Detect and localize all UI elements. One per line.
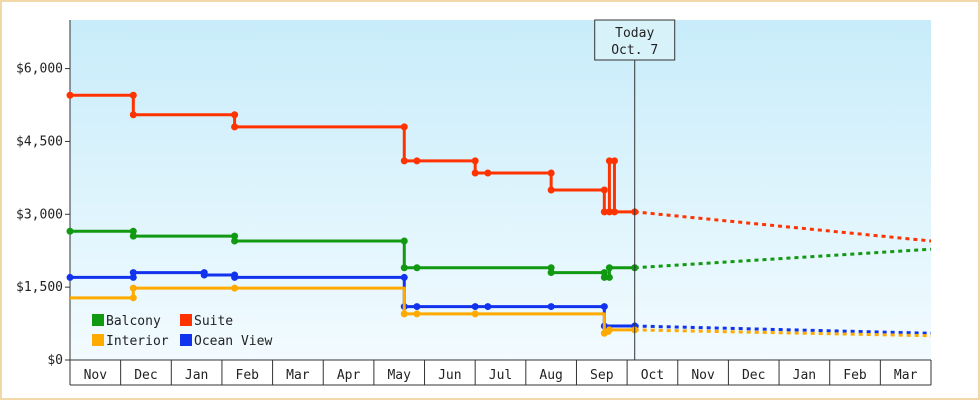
- x-tick-label: Feb: [236, 368, 260, 383]
- x-tick-label: Jan: [185, 368, 208, 383]
- today-label: Today: [615, 26, 654, 41]
- x-tick-label: Jun: [438, 368, 461, 383]
- data-point-suite: [605, 157, 613, 165]
- data-point-balcony: [129, 232, 137, 240]
- x-tick-label: Dec: [134, 368, 157, 383]
- series-forecast-interior: [634, 328, 932, 338]
- series-layer: [66, 91, 932, 338]
- data-point-suite: [471, 169, 479, 177]
- today-box: [594, 19, 676, 61]
- legend-swatch-balcony: [92, 314, 104, 326]
- data-point-balcony: [547, 269, 555, 277]
- data-point-interior: [605, 326, 613, 334]
- data-point-suite: [600, 208, 608, 216]
- series-balcony: [66, 227, 932, 281]
- data-point-interior: [400, 310, 408, 318]
- data-point-ocean-view: [471, 303, 479, 311]
- x-tick-label: Dec: [742, 368, 765, 383]
- data-point-interior: [600, 329, 608, 337]
- data-point-balcony: [129, 227, 137, 235]
- y-tick-label: $1,500: [16, 280, 63, 295]
- legend-label-ocean-view: Ocean View: [194, 334, 272, 349]
- data-point-balcony: [605, 273, 613, 281]
- data-point-suite: [231, 111, 239, 119]
- data-point-interior: [471, 310, 479, 318]
- data-point-suite: [484, 169, 492, 177]
- x-tick-label: Sep: [590, 368, 614, 383]
- x-tick-label: Jul: [489, 368, 512, 383]
- data-point-balcony: [66, 227, 74, 235]
- x-tick-label: Feb: [843, 368, 867, 383]
- data-point-interior: [413, 310, 421, 318]
- data-point-balcony: [231, 232, 239, 240]
- data-point-ocean-view: [484, 303, 492, 311]
- data-point-balcony: [600, 269, 608, 277]
- x-tick-label: Mar: [286, 368, 310, 383]
- data-point-suite: [129, 111, 137, 119]
- data-point-ocean-view: [413, 303, 421, 311]
- today-marker: Today Oct. 7: [594, 19, 676, 360]
- series-forecast-balcony: [634, 247, 932, 270]
- data-point-suite: [413, 157, 421, 165]
- data-point-balcony: [600, 273, 608, 281]
- y-axis: $0 $1,500 $3,000 $4,500 $6,000: [16, 20, 71, 368]
- data-point-suite: [547, 186, 555, 194]
- data-point-interior: [129, 294, 137, 302]
- x-tick-label: Nov: [691, 368, 715, 383]
- y-tick-label: $4,500: [16, 134, 63, 149]
- data-point-suite: [610, 208, 618, 216]
- plot-area: [70, 20, 931, 360]
- data-point-balcony: [413, 264, 421, 272]
- data-point-ocean-view: [231, 273, 239, 281]
- data-point-suite: [471, 157, 479, 165]
- data-point-interior: [129, 284, 137, 292]
- data-point-suite: [66, 91, 74, 99]
- data-point-suite: [610, 157, 618, 165]
- data-point-ocean-view: [547, 303, 555, 311]
- data-point-balcony: [231, 237, 239, 245]
- data-point-ocean-view: [400, 273, 408, 281]
- data-point-ocean-view: [129, 269, 137, 277]
- data-point-interior: [231, 284, 239, 292]
- today-date: Oct. 7: [611, 43, 658, 58]
- legend-label-suite: Suite: [194, 314, 233, 329]
- y-tick-label: $0: [47, 353, 63, 368]
- series-interior: [70, 284, 932, 338]
- x-tick-label: Jan: [793, 368, 816, 383]
- legend-swatch-ocean-view: [180, 334, 192, 346]
- data-point-suite: [231, 123, 239, 131]
- data-point-ocean-view: [66, 273, 74, 281]
- x-tick-label: May: [387, 368, 411, 383]
- x-axis: Nov Dec Jan Feb Mar Apr May Jun Jul Aug Sep Oct Nov D…: [69, 359, 932, 386]
- legend: Balcony Suite Interior Ocean View: [92, 314, 272, 349]
- x-tick-label: Oct: [641, 368, 664, 383]
- data-point-balcony: [605, 264, 613, 272]
- x-tick-label: Nov: [84, 368, 108, 383]
- data-point-ocean-view: [200, 271, 208, 279]
- legend-swatch-suite: [180, 314, 192, 326]
- legend-swatch-interior: [92, 334, 104, 346]
- series-suite: [66, 91, 932, 243]
- data-point-ocean-view: [129, 273, 137, 281]
- data-point-ocean-view: [600, 303, 608, 311]
- data-point-suite: [400, 123, 408, 131]
- data-point-suite: [129, 91, 137, 99]
- data-point-balcony: [547, 264, 555, 272]
- series-forecast-suite: [634, 210, 932, 243]
- data-point-suite: [605, 208, 613, 216]
- x-tick-label: Aug: [539, 368, 562, 383]
- x-tick-label: Apr: [337, 368, 361, 383]
- data-point-suite: [400, 157, 408, 165]
- legend-label-interior: Interior: [106, 334, 169, 349]
- data-point-balcony: [400, 264, 408, 272]
- data-point-suite: [600, 186, 608, 194]
- y-tick-label: $6,000: [16, 62, 63, 77]
- data-point-suite: [547, 169, 555, 177]
- x-tick-label: Mar: [894, 368, 918, 383]
- data-point-balcony: [400, 237, 408, 245]
- series-forecast-ocean-view: [634, 324, 932, 335]
- y-tick-label: $3,000: [16, 207, 63, 222]
- legend-label-balcony: Balcony: [106, 314, 161, 329]
